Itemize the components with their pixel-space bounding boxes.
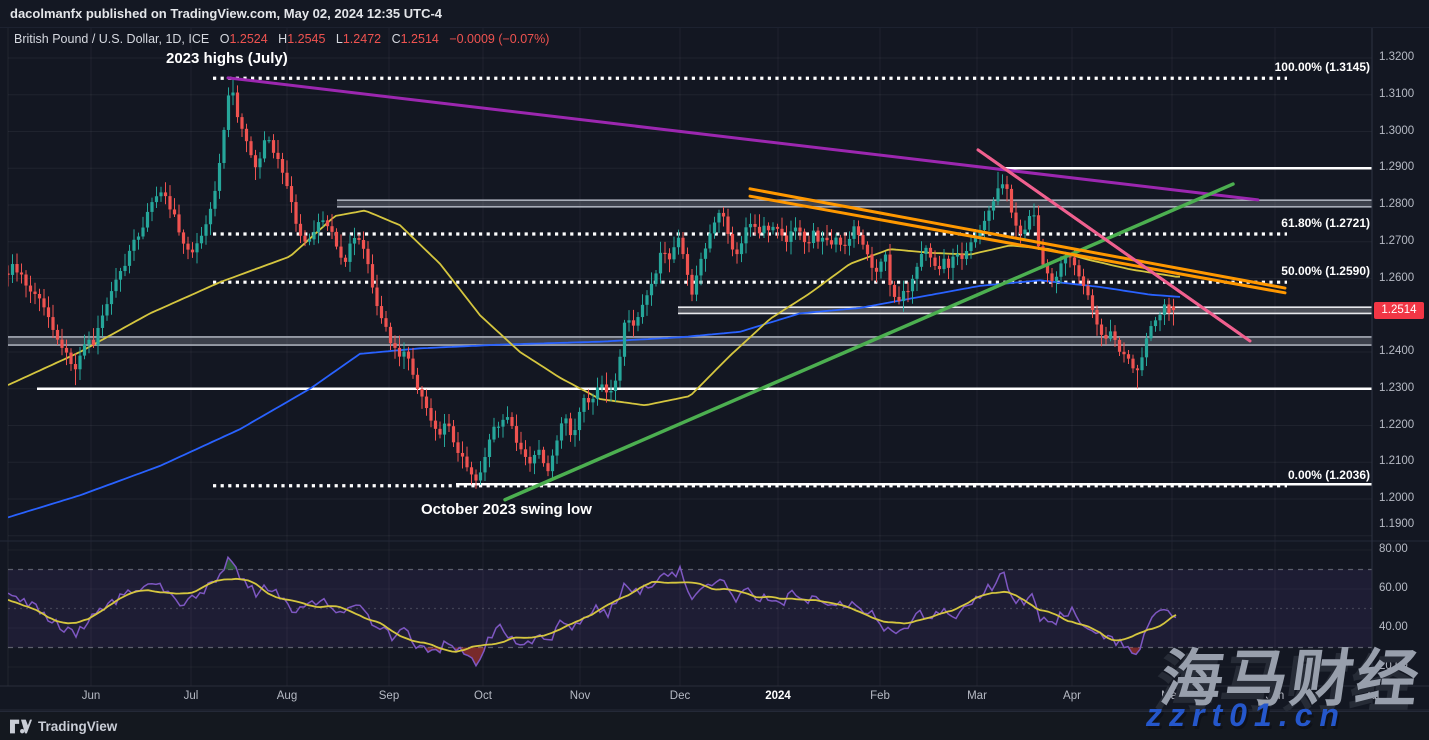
symbol-info-bar[interactable]: British Pound / U.S. Dollar, 1D, ICE O1.… xyxy=(14,32,549,46)
ma-200-blue xyxy=(8,279,1181,519)
price-tick-label: 1.1900 xyxy=(1379,518,1415,530)
price-tick-label: 1.2100 xyxy=(1379,455,1415,468)
price-tick-label: 1.2300 xyxy=(1379,381,1415,394)
price-tick-label: 1.3200 xyxy=(1379,51,1415,63)
close-label: C xyxy=(391,32,401,46)
fib-label-50: 50.00% (1.2590) xyxy=(1281,264,1370,279)
time-tick-label: Aug xyxy=(276,690,298,702)
price-tick-label: 1.2700 xyxy=(1379,234,1415,247)
orange-channel-lower xyxy=(748,194,1287,295)
orange-channel-upper xyxy=(748,187,1287,290)
price-tick-label: 1.2200 xyxy=(1379,418,1415,431)
time-tick-label: Jul xyxy=(183,690,199,702)
published-bar: dacolmanfx published on TradingView.com,… xyxy=(0,0,1429,28)
fib-label-61-8: 61.80% (1.2721) xyxy=(1281,216,1370,231)
time-tick-label: Jun xyxy=(1265,690,1285,702)
bottom-toolbar: TradingView xyxy=(0,711,1429,740)
change-value: −0.0009 (−0.07%) xyxy=(449,32,550,46)
price-tick-label: 1.2600 xyxy=(1379,271,1415,284)
high-value: 1.2545 xyxy=(287,32,326,46)
close-value: 1.2514 xyxy=(400,32,439,46)
time-tick-label: May xyxy=(1161,690,1183,702)
time-tick-label: 2024 xyxy=(765,690,791,702)
time-tick-label: Dec xyxy=(669,690,691,702)
annotation-october-low: October 2023 swing low xyxy=(421,501,592,518)
time-tick-label: Oct xyxy=(474,690,492,702)
rsi-tick-label: 60.00 xyxy=(1379,582,1408,594)
candles xyxy=(8,78,1176,489)
price-tick-label: 1.2000 xyxy=(1379,492,1415,504)
price-tick-label: 1.3100 xyxy=(1379,87,1415,100)
time-tick-label: Nov xyxy=(569,690,591,702)
time-tick-label: Jul xyxy=(1364,690,1380,702)
fib-label-0: 0.00% (1.2036) xyxy=(1287,467,1370,482)
open-value: 1.2524 xyxy=(229,32,268,46)
rsi-tick-label: 20.00 xyxy=(1379,660,1408,672)
price-tick-label: 1.2800 xyxy=(1379,198,1415,210)
watermark-url: zzrt01.cn xyxy=(1146,697,1346,733)
ma-50-yellow xyxy=(8,209,1180,407)
price-tick-label: 1.3000 xyxy=(1379,124,1415,137)
rsi-tick-label: 80.00 xyxy=(1379,543,1408,555)
tradingview-wordmark[interactable]: TradingView xyxy=(38,718,118,734)
rsi-ma-line xyxy=(8,577,1177,653)
annotation-2023-highs: 2023 highs (July) xyxy=(166,50,288,67)
time-tick-label: Jun xyxy=(81,690,101,702)
price-tick-label: 1.2400 xyxy=(1379,345,1415,357)
time-tick-label: Sep xyxy=(378,690,400,702)
last-price-badge: 1.2514 xyxy=(1374,301,1424,319)
purple-descending-from-2023-high xyxy=(226,76,1260,202)
pink-channel-lower xyxy=(986,155,1252,343)
time-tick-label: Mar xyxy=(967,690,987,702)
fib-label-100: 100.00% (1.3145) xyxy=(1274,60,1370,75)
zone-1.2430 xyxy=(8,336,1372,346)
zone-1.2800 xyxy=(337,200,1372,207)
symbol-title[interactable]: British Pound / U.S. Dollar, 1D, ICE xyxy=(14,32,210,46)
low-label: L xyxy=(335,32,343,46)
open-label: O xyxy=(219,32,230,46)
time-tick-label: Apr xyxy=(1063,690,1081,702)
time-tick-label: Feb xyxy=(870,690,890,702)
zone-1.2515 xyxy=(678,307,1372,314)
green-ascending-from-oct-low xyxy=(503,182,1235,502)
high-label: H xyxy=(278,32,288,46)
rsi-tick-label: 40.00 xyxy=(1379,621,1408,633)
price-tick-label: 1.2900 xyxy=(1379,161,1415,174)
published-text: dacolmanfx published on TradingView.com,… xyxy=(10,6,443,21)
low-value: 1.2472 xyxy=(342,32,382,46)
tradingview-logo-icon[interactable] xyxy=(10,719,32,734)
